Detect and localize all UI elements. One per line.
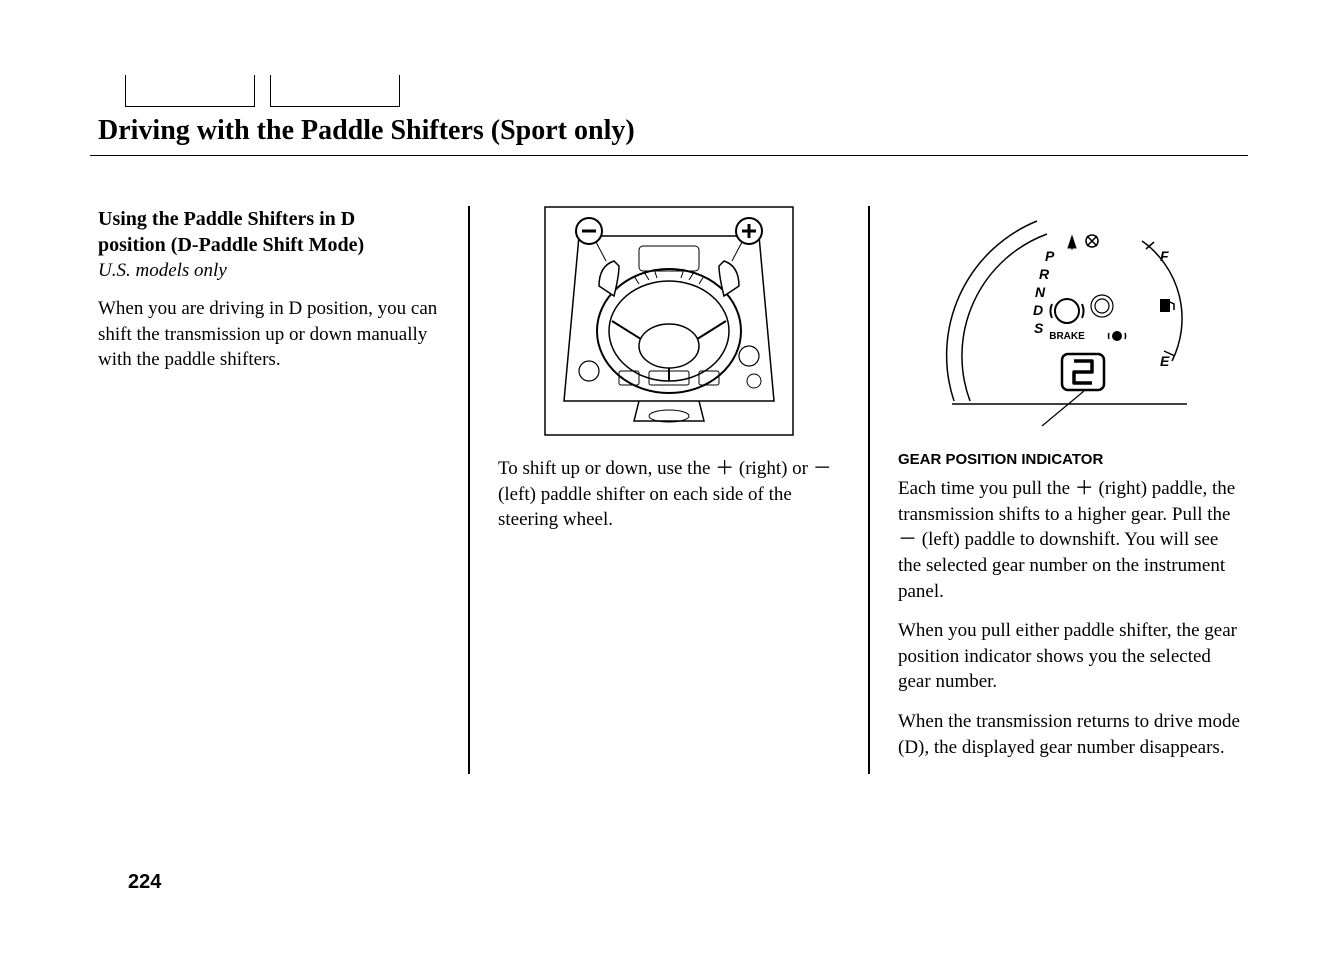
svg-text:R: R — [1039, 266, 1050, 282]
col2-paragraph-1: To shift up or down, use the ＋ (right) o… — [498, 456, 840, 533]
column-1: Using the Paddle Shifters in D position … — [90, 206, 468, 774]
col3-paragraph-2: When you pull either paddle shifter, the… — [898, 618, 1240, 695]
gear-indicator-figure: F E P R N D S BRAKE — [942, 206, 1197, 431]
col1-paragraph-1: When you are driving in D position, you … — [98, 296, 440, 373]
subtitle-italic: U.S. models only — [98, 260, 440, 282]
column-3: F E P R N D S BRAKE — [870, 206, 1248, 774]
title-underline — [90, 155, 1248, 156]
heading-line-2: position (D-Paddle Shift Mode) — [98, 234, 364, 256]
svg-text:BRAKE: BRAKE — [1049, 331, 1085, 342]
gear-indicator-caption: GEAR POSITION INDICATOR — [898, 451, 1240, 468]
steering-wheel-figure — [544, 206, 794, 436]
bracket-left — [125, 75, 255, 107]
svg-text:N: N — [1035, 284, 1046, 300]
top-brackets — [125, 75, 400, 107]
svg-text:D: D — [1033, 302, 1043, 318]
svg-text:F: F — [1160, 248, 1169, 264]
col3-paragraph-3: When the transmission returns to drive m… — [898, 709, 1240, 760]
bracket-right — [270, 75, 400, 107]
col3-paragraph-1: Each time you pull the ＋ (right) paddle,… — [898, 476, 1240, 604]
content-area: Using the Paddle Shifters in D position … — [90, 206, 1248, 774]
svg-text:P: P — [1045, 248, 1055, 264]
page-title: Driving with the Paddle Shifters (Sport … — [90, 115, 1248, 147]
column-2: To shift up or down, use the ＋ (right) o… — [470, 206, 868, 774]
page-number: 224 — [128, 871, 161, 894]
svg-text:S: S — [1034, 320, 1044, 336]
section-heading: Using the Paddle Shifters in D position … — [98, 206, 440, 258]
svg-text:E: E — [1160, 353, 1170, 369]
heading-line-1: Using the Paddle Shifters in D — [98, 208, 355, 230]
